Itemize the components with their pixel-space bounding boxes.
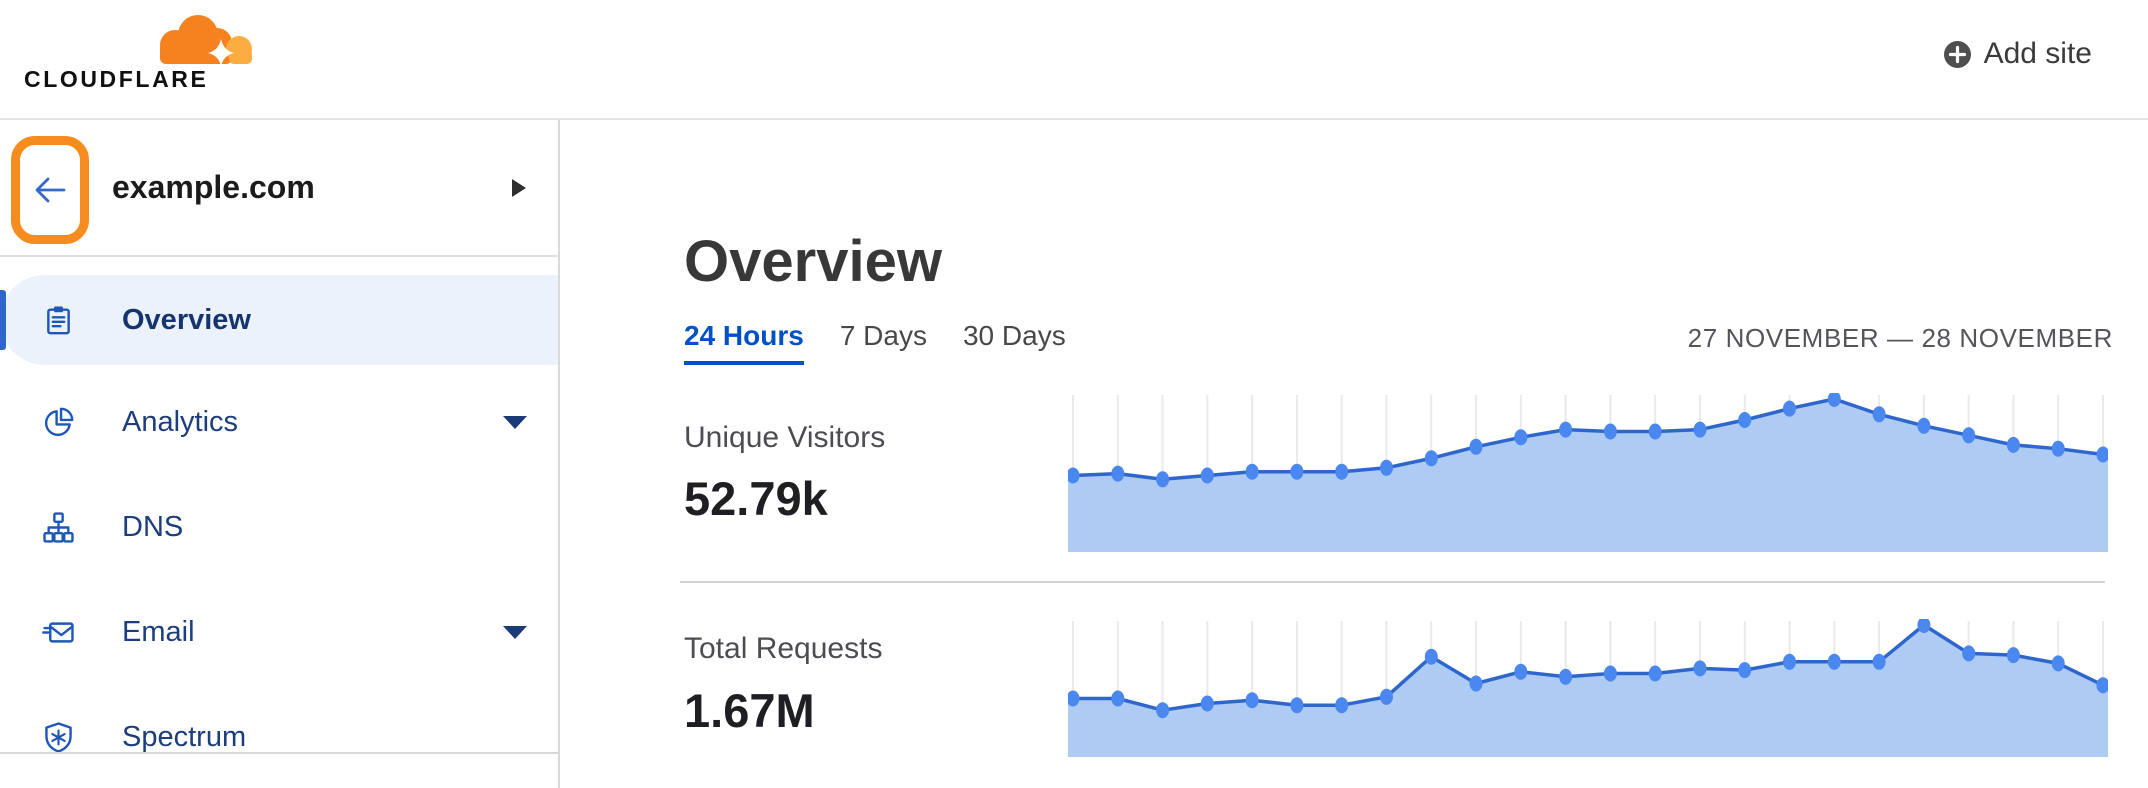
cloudflare-wordmark: CLOUDFLARE [24,66,209,92]
sparkline-svg [1068,393,2108,552]
cloudflare-logo[interactable]: CLOUDFLARE [24,6,274,106]
metric-label-total-requests: Total Requests [684,632,883,665]
shield-icon [45,721,72,753]
metric-value-unique-visitors: 52.79k [684,472,828,525]
add-site-label: Add site [1983,37,2092,70]
chevron-right-icon[interactable] [512,179,526,197]
metric-row-divider [680,581,2105,583]
sidebar-section-divider [0,752,558,754]
highlight-annotation [11,136,89,244]
chevron-down-icon[interactable] [503,626,527,639]
cloudflare-cloud-icon [160,15,252,66]
sidebar-item-spectrum[interactable]: Spectrum [0,692,558,782]
sidebar: example.com Overview Analytics [0,120,560,788]
tab-7-days[interactable]: 7 Days [839,320,927,351]
metric-value-total-requests: 1.67M [684,684,815,737]
time-range-tabs: 24 Hours 7 Days 30 Days [684,320,1066,365]
main-content: Overview 24 Hours 7 Days 30 Days 27 NOVE… [562,120,2148,788]
metric-label-unique-visitors: Unique Visitors [684,421,886,454]
pie-chart-icon [44,407,74,436]
total-requests-sparkline-chart[interactable] [1068,619,2108,757]
chevron-down-icon[interactable] [503,416,527,429]
page-title: Overview [684,229,942,294]
sidebar-item-dns[interactable]: DNS [0,482,558,572]
unique-visitors-sparkline-chart[interactable] [1068,393,2108,552]
clipboard-icon [47,306,70,334]
sidebar-item-analytics[interactable]: Analytics [0,377,558,467]
tab-30-days[interactable]: 30 Days [962,320,1066,351]
tab-24-hours[interactable]: 24 Hours [684,320,804,365]
site-name: example.com [112,169,315,205]
sidebar-item-email[interactable]: Email [0,587,558,677]
site-switcher[interactable]: example.com [0,120,558,257]
add-site-button[interactable]: Add site [1943,34,2092,74]
sparkline-svg [1068,619,2108,757]
plus-circle-icon [1943,40,1971,68]
sidebar-item-label: Spectrum [122,720,247,753]
sidebar-item-label: Email [122,615,195,648]
sidebar-item-label: Overview [122,303,251,336]
date-range-label: 27 NOVEMBER — 28 NOVEMBER [1687,323,2113,353]
selected-accent-bar [0,290,6,350]
sidebar-item-label: DNS [122,510,184,543]
sitemap-icon [43,511,74,543]
envelope-icon [42,621,74,643]
top-header: CLOUDFLARE Add site [0,0,2148,120]
sidebar-item-label: Analytics [122,405,239,438]
back-arrow-icon[interactable] [30,170,70,210]
sidebar-item-overview[interactable]: Overview [0,275,558,365]
